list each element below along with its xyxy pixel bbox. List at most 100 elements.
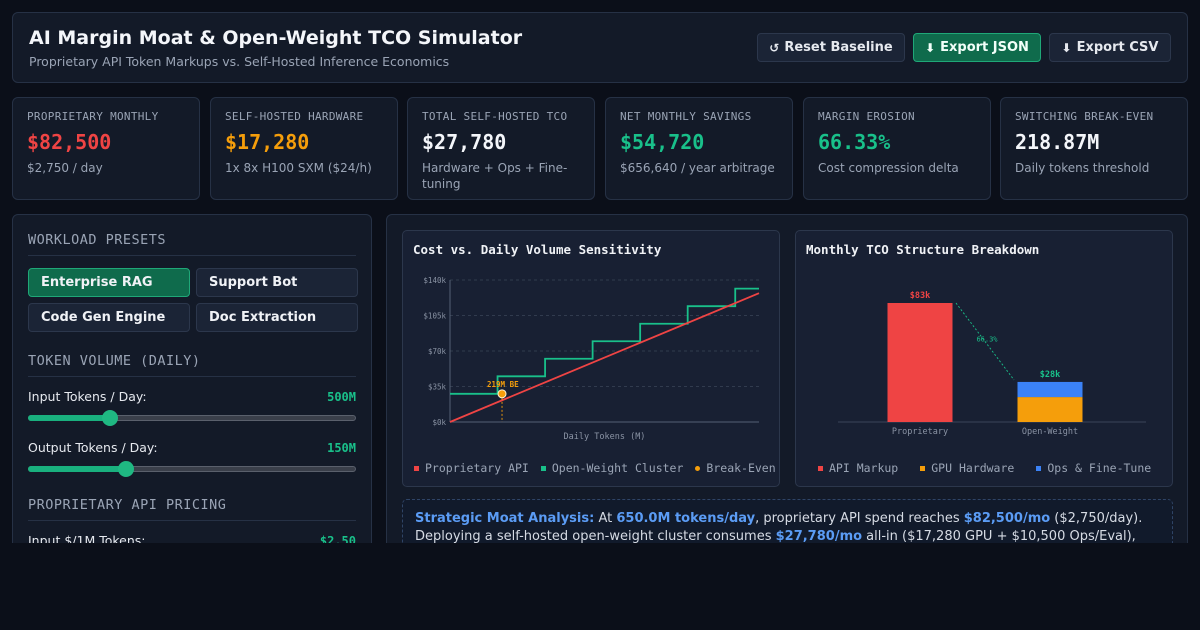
sensitivity-chart-svg: $0k $35k $70k $105k $140k Daily Tokens (M) 219… (423, 276, 760, 442)
kpi-sub: Hardware + Ops + Fine-tuning (422, 161, 568, 191)
input-tokens-slider[interactable] (28, 410, 356, 426)
kpi-sub: Cost compression delta (818, 161, 959, 175)
kpi-value: 218.87M (1015, 130, 1100, 154)
x-tick-label: Open-Weight (1022, 427, 1078, 437)
legend-label: Break-Even (706, 461, 776, 475)
y-tick-label: $140k (423, 276, 446, 285)
export-json-label: Export JSON (940, 40, 1029, 55)
y-tick-label: $0k (432, 418, 446, 427)
kpi-sub: 1x 8x H100 SXM ($24/h) (225, 161, 372, 175)
kpi-sub: Daily tokens threshold (1015, 161, 1150, 175)
legend-item-api-markup: API Markup (818, 461, 898, 475)
legend-label: Ops & Fine-Tune (1047, 461, 1152, 475)
preset-grid: Enterprise RAG Support Bot Code Gen Engi… (28, 268, 358, 332)
export-json-button[interactable]: ⬇ Export JSON (913, 33, 1041, 62)
kpi-value: $82,500 (27, 130, 112, 154)
breakdown-chart: Monthly TCO Structure Breakdown $83k Prop… (795, 230, 1173, 487)
legend-swatch (818, 465, 823, 471)
reset-baseline-button[interactable]: ↺ Reset Baseline (757, 33, 905, 62)
kpi-label: PROPRIETARY MONTHLY (27, 110, 159, 123)
y-tick-label: $70k (428, 347, 447, 356)
output-tokens-row: Output Tokens / Day: 150M (28, 440, 356, 455)
input-tokens-label: Input Tokens / Day: (28, 389, 147, 404)
page-title: AI Margin Moat & Open-Weight TCO Simulat… (29, 27, 523, 49)
input-tokens-row: Input Tokens / Day: 500M (28, 389, 356, 404)
analysis-volume: 650.0M tokens/day (616, 511, 756, 526)
breakdown-legend: API Markup GPU Hardware Ops & Fine-Tune (818, 461, 1151, 475)
legend-swatch (414, 465, 419, 471)
delta-connector (955, 302, 1015, 381)
legend-item-open-weight: Open-Weight Cluster (540, 461, 683, 475)
legend-swatch (540, 465, 546, 471)
kpi-proprietary-monthly: PROPRIETARY MONTHLY $82,500 $2,750 / day (12, 97, 200, 200)
preset-support-bot[interactable]: Support Bot (196, 268, 358, 297)
kpi-label: NET MONTHLY SAVINGS (620, 110, 752, 123)
legend-item-ops-fine-tune: Ops & Fine-Tune (1036, 461, 1151, 475)
preset-enterprise-rag[interactable]: Enterprise RAG (28, 268, 190, 297)
analysis-tco: $27,780/mo (775, 529, 863, 544)
analysis-text: ($2,750/day). Deploying a self-hosted op… (415, 511, 1143, 544)
analysis-text: At (594, 511, 617, 526)
slider-fill (28, 466, 127, 472)
legend-label: GPU Hardware (931, 461, 1015, 475)
delta-label: 66.3% (976, 335, 998, 343)
viewport-bottom-fill (0, 543, 1200, 630)
bar-segment-api-markup (887, 303, 953, 422)
reset-icon: ↺ (769, 40, 780, 55)
breakdown-chart-title: Monthly TCO Structure Breakdown (806, 242, 1040, 257)
input-tokens-value: 500M (327, 389, 356, 404)
kpi-label: MARGIN EROSION (818, 110, 915, 123)
sensitivity-legend: Proprietary API Open-Weight Cluster Brea… (414, 461, 776, 475)
analysis-text: , proprietary API spend reaches (755, 511, 964, 526)
kpi-sub: $2,750 / day (27, 161, 103, 175)
bar-data-label: $28k (1040, 370, 1060, 380)
charts-panel: Cost vs. Daily Volume Sensitivity $0k $35… (386, 214, 1188, 562)
page-subtitle: Proprietary API Token Markups vs. Self-H… (29, 54, 450, 69)
y-tick-label: $105k (423, 312, 446, 321)
preset-doc-extraction[interactable]: Doc Extraction (196, 303, 358, 332)
reset-baseline-label: Reset Baseline (784, 40, 893, 55)
breakdown-chart-svg: $83k Proprietary $28k Open-Weight 66.3% (838, 291, 1146, 437)
analysis-spend: $82,500/mo (963, 511, 1051, 526)
x-tick-label: Proprietary (892, 427, 948, 437)
download-icon: ⬇ (1061, 40, 1072, 55)
output-tokens-value: 150M (327, 440, 356, 455)
x-axis-label: Daily Tokens (M) (564, 432, 646, 442)
kpi-net-monthly-savings: NET MONTHLY SAVINGS $54,720 $656,640 / y… (605, 97, 793, 200)
proprietary-series-line (449, 292, 760, 423)
kpi-value: 66.33% (818, 130, 891, 154)
sensitivity-chart: Cost vs. Daily Volume Sensitivity $0k $35… (402, 230, 780, 487)
controls-panel: WORKLOAD PRESETS Enterprise RAG Support … (12, 214, 372, 554)
export-csv-button[interactable]: ⬇ Export CSV (1049, 33, 1171, 62)
legend-label: API Markup (829, 461, 899, 475)
y-tick-label: $35k (428, 383, 447, 392)
kpi-margin-erosion: MARGIN EROSION 66.33% Cost compression d… (803, 97, 991, 200)
legend-item-proprietary: Proprietary API (414, 461, 529, 475)
slider-fill (28, 415, 110, 421)
output-tokens-label: Output Tokens / Day: (28, 440, 158, 455)
legend-swatch (920, 465, 926, 471)
pricing-section-title: PROPRIETARY API PRICING (28, 497, 356, 521)
kpi-switching-break-even: SWITCHING BREAK-EVEN 218.87M Daily token… (1000, 97, 1188, 200)
break-even-point (497, 389, 507, 399)
kpi-self-hosted-hardware: SELF-HOSTED HARDWARE $17,280 1x 8x H100 … (210, 97, 398, 200)
download-icon: ⬇ (925, 40, 936, 55)
kpi-label: TOTAL SELF-HOSTED TCO (422, 110, 568, 123)
token-volume-section-title: TOKEN VOLUME (DAILY) (28, 353, 356, 377)
open-weight-series-line (450, 287, 759, 395)
kpi-label: SWITCHING BREAK-EVEN (1015, 110, 1154, 123)
kpi-value: $54,720 (620, 130, 705, 154)
output-tokens-slider[interactable] (28, 461, 356, 477)
legend-swatch (1036, 465, 1042, 471)
presets-section-title: WORKLOAD PRESETS (28, 232, 356, 256)
break-even-label: 219M BE (487, 380, 519, 389)
legend-item-break-even: Break-Even (695, 461, 776, 475)
bar-segment-gpu-hardware (1017, 397, 1083, 422)
slider-thumb[interactable] (118, 461, 135, 477)
legend-item-gpu-hardware: GPU Hardware (920, 461, 1014, 475)
analysis-heading: Strategic Moat Analysis: (415, 511, 595, 526)
kpi-value: $17,280 (225, 130, 310, 154)
preset-code-gen-engine[interactable]: Code Gen Engine (28, 303, 190, 332)
slider-thumb[interactable] (102, 410, 118, 426)
bar-data-label: $83k (910, 291, 930, 301)
